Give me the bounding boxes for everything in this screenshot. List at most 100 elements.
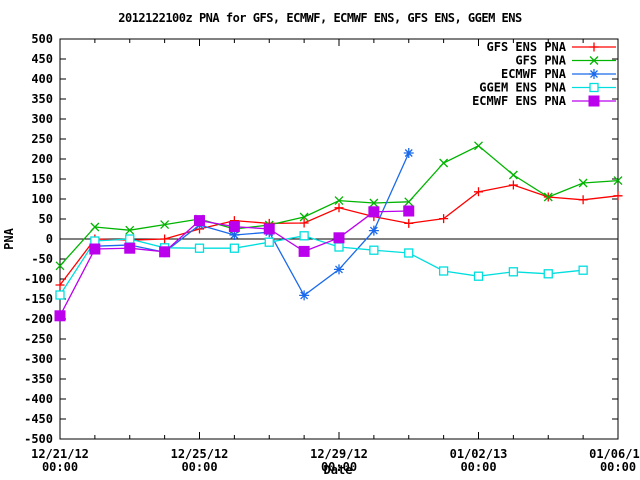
- legend-item-ecmwf-ens-pna: ECMWF ENS PNA: [472, 94, 616, 108]
- filled-square-marker: [124, 242, 136, 254]
- asterisk-marker: [229, 230, 240, 240]
- y-tick-label: 300: [31, 112, 53, 126]
- cross-marker: [613, 176, 623, 186]
- asterisk-marker: [334, 264, 344, 275]
- open-square-marker: [404, 248, 414, 258]
- filled-square-marker: [298, 245, 310, 257]
- cross-marker: [90, 222, 100, 232]
- cross-marker: [369, 198, 379, 208]
- y-tick-label: 350: [31, 92, 53, 106]
- open-square-marker: [299, 231, 309, 241]
- open-square-marker: [589, 82, 599, 93]
- y-tick-label: -400: [24, 392, 53, 406]
- y-axis-ticks: -500-450-400-350-300-250-200-150-100-500…: [24, 32, 618, 446]
- filled-square-marker: [333, 232, 345, 244]
- open-square-marker: [334, 242, 344, 252]
- plus-marker: [474, 187, 483, 197]
- x-axis-ticks: 12/21/1200:0012/25/1200:0012/29/1200:000…: [31, 39, 640, 474]
- cross-marker: [125, 225, 135, 235]
- x-tick-label-time: 00:00: [181, 460, 217, 474]
- legend-item-ecmwf-pna: ECMWF PNA: [501, 67, 616, 81]
- x-tick-label-time: 00:00: [600, 460, 636, 474]
- y-tick-label: 50: [39, 212, 53, 226]
- series-line: [59, 235, 584, 296]
- open-square-marker: [125, 234, 135, 244]
- asterisk-marker: [368, 225, 379, 236]
- plus-marker: [508, 180, 518, 190]
- legend-item-gfs-ens-pna: GFS ENS PNA: [487, 40, 616, 54]
- cross-marker: [160, 220, 170, 230]
- legend-label: GGEM ENS PNA: [479, 81, 566, 95]
- plus-marker: [578, 195, 588, 205]
- filled-square-marker: [588, 95, 600, 107]
- y-tick-label: -50: [31, 252, 53, 266]
- open-square-marker: [543, 269, 553, 279]
- asterisk-marker: [403, 148, 414, 158]
- plus-marker: [299, 218, 309, 228]
- x-tick-label-date: 12/25/12: [171, 447, 229, 461]
- legend-item-gfs-pna: GFS PNA: [515, 54, 616, 68]
- y-tick-label: -150: [24, 292, 53, 306]
- cross-marker: [589, 56, 599, 65]
- filled-square-marker: [54, 310, 66, 322]
- filled-square-marker: [89, 243, 101, 255]
- legend-label: GFS PNA: [515, 54, 566, 68]
- y-tick-label: 0: [46, 232, 53, 246]
- cross-marker: [334, 196, 344, 206]
- plus-marker: [55, 280, 65, 290]
- legend-label: ECMWF ENS PNA: [472, 94, 567, 108]
- cross-marker: [543, 192, 553, 202]
- filled-square-marker: [403, 205, 415, 217]
- filled-square-marker: [228, 221, 240, 233]
- open-square-marker: [55, 290, 65, 300]
- y-tick-label: -100: [24, 272, 53, 286]
- legend-item-ggem-ens-pna: GGEM ENS PNA: [479, 81, 616, 95]
- cross-marker: [299, 212, 309, 222]
- open-square-marker: [473, 271, 484, 281]
- open-square-marker: [508, 267, 519, 277]
- x-tick-label-date: 12/21/12: [31, 447, 89, 461]
- open-square-marker: [229, 243, 240, 253]
- cross-marker: [474, 141, 483, 151]
- legend-label: GFS ENS PNA: [487, 40, 567, 54]
- cross-marker: [404, 197, 414, 207]
- cross-marker: [439, 158, 449, 168]
- y-tick-label: 200: [31, 152, 53, 166]
- x-axis-label: Date: [323, 463, 353, 477]
- plus-marker: [613, 191, 623, 201]
- x-tick-label-time: 00:00: [321, 460, 357, 474]
- open-square-marker: [369, 245, 379, 255]
- series-line: [94, 152, 410, 297]
- plus-marker: [160, 234, 170, 244]
- open-square-marker: [438, 266, 449, 276]
- y-tick-label: 450: [31, 52, 53, 66]
- y-tick-label: 500: [31, 32, 53, 46]
- x-tick-label-date: 01/06/13: [589, 447, 640, 461]
- asterisk-marker: [589, 69, 599, 79]
- filled-square-marker: [159, 246, 171, 258]
- x-tick-label-time: 00:00: [460, 460, 496, 474]
- x-tick-label-date: 01/02/13: [450, 447, 508, 461]
- x-tick-label-time: 00:00: [42, 460, 78, 474]
- cross-marker: [508, 170, 518, 180]
- open-square-marker: [194, 243, 205, 253]
- plus-marker: [439, 214, 449, 224]
- y-tick-label: -200: [24, 312, 53, 326]
- legend-label: ECMWF PNA: [501, 67, 567, 81]
- y-tick-label: 400: [31, 72, 53, 86]
- y-tick-label: -300: [24, 352, 53, 366]
- plus-marker: [334, 203, 344, 213]
- series-markers: [54, 205, 415, 322]
- filled-square-marker: [368, 206, 380, 218]
- y-tick-label: 150: [31, 172, 53, 186]
- y-tick-label: 250: [31, 132, 53, 146]
- y-tick-label: -500: [24, 432, 53, 446]
- open-square-marker: [578, 265, 588, 275]
- filled-square-marker: [263, 223, 275, 235]
- cross-marker: [578, 178, 588, 188]
- y-tick-label: -450: [24, 412, 53, 426]
- series-ecmwf-ens-pna: [54, 205, 415, 322]
